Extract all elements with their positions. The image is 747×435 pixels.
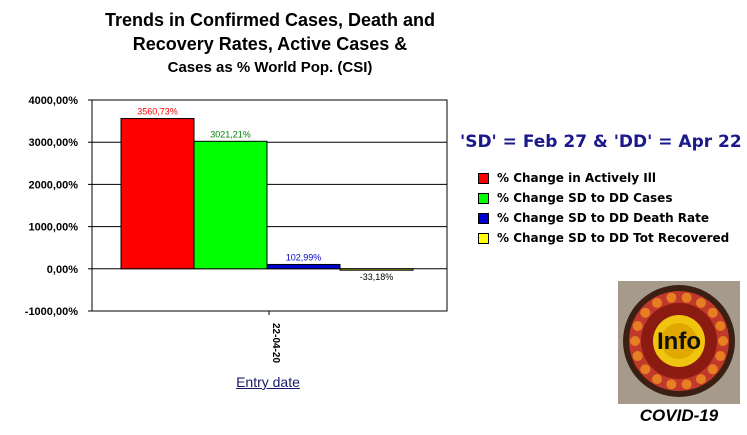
x-axis-label: Entry date bbox=[236, 374, 300, 390]
legend-item: % Change in Actively Ill bbox=[478, 168, 729, 188]
bar-data-label: -33,18% bbox=[360, 272, 394, 282]
legend-label: % Change SD to DD Tot Recovered bbox=[497, 231, 730, 245]
logo-text: Info bbox=[657, 328, 701, 355]
legend-label: % Change in Actively Ill bbox=[497, 171, 656, 185]
x-tick-label: 22-04-20 bbox=[270, 323, 281, 363]
chart-legend: % Change in Actively Ill % Change SD to D… bbox=[478, 168, 729, 248]
bar-3 bbox=[266, 263, 341, 270]
y-tick-label: 4000,00% bbox=[28, 95, 78, 107]
legend-item: % Change SD to DD Cases bbox=[478, 188, 729, 208]
logo-caption: COVID-19 bbox=[639, 406, 719, 425]
legend-label: % Change SD to DD Cases bbox=[497, 191, 673, 205]
bar-data-label: 3560,73% bbox=[137, 107, 178, 117]
legend-swatch bbox=[478, 172, 489, 184]
chart-title: Trends in Confirmed Cases, Death and Rec… bbox=[40, 8, 500, 80]
bar-2 bbox=[193, 140, 268, 270]
date-range-subtitle: 'SD' = Feb 27 & 'DD' = Apr 22 bbox=[460, 132, 742, 152]
legend-item: % Change SD to DD Tot Recovered bbox=[478, 228, 729, 248]
legend-swatch bbox=[478, 212, 489, 224]
title-line-3: Cases as % World Pop. (CSI) bbox=[167, 59, 373, 76]
y-tick-label: 0,00% bbox=[47, 264, 78, 276]
legend-swatch bbox=[478, 192, 489, 204]
title-line-1: Trends in Confirmed Cases, Death and bbox=[104, 10, 436, 30]
legend-label: % Change SD to DD Death Rate bbox=[497, 211, 710, 225]
legend-item: % Change SD to DD Death Rate bbox=[478, 208, 729, 228]
bar-4 bbox=[339, 268, 414, 271]
covid-info-logo: Info bbox=[618, 281, 740, 404]
bar-1 bbox=[120, 118, 195, 270]
y-tick-label: -1000,00% bbox=[25, 306, 78, 318]
bar-data-label: 102,99% bbox=[286, 252, 322, 262]
y-tick-label: 1000,00% bbox=[28, 222, 78, 234]
legend-swatch bbox=[478, 232, 489, 244]
virus-icon: Info bbox=[623, 285, 735, 397]
y-tick-label: 2000,00% bbox=[28, 179, 78, 191]
title-line-2: Recovery Rates, Active Cases & bbox=[132, 34, 408, 54]
y-tick-label: 3000,00% bbox=[28, 137, 78, 149]
bar-data-label: 3021,21% bbox=[210, 129, 251, 139]
